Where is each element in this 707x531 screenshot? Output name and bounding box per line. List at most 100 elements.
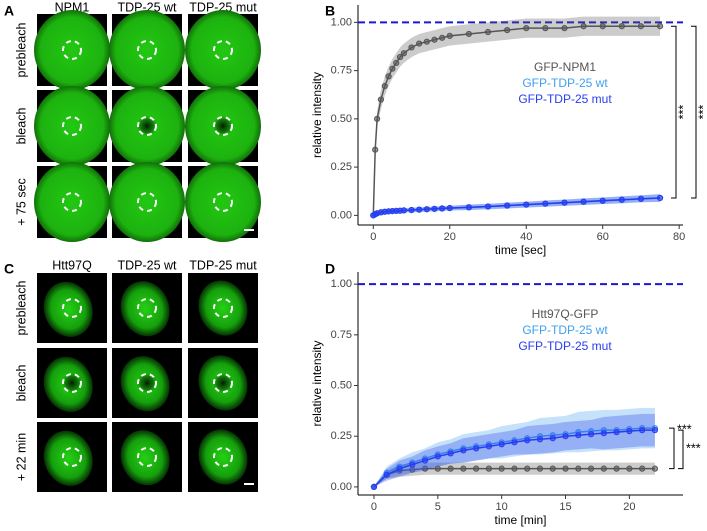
point (562, 433, 569, 440)
point (465, 30, 472, 38)
y-tick-label: 0.75 (331, 329, 352, 341)
legend-entry: GFP-NPM1 (534, 60, 596, 74)
x-axis-title: time [min] (494, 513, 546, 527)
x-tick-label: 5 (435, 501, 441, 513)
point (504, 26, 511, 34)
significance-label: *** (696, 105, 707, 120)
bleach-roi (137, 116, 157, 136)
x-tick-label: 0 (371, 501, 377, 513)
point (383, 471, 390, 478)
x-tick-label: 40 (520, 231, 532, 243)
column-label: TDP-25 wt (117, 0, 177, 14)
error-band (373, 407, 655, 487)
point (656, 23, 664, 30)
point (542, 25, 549, 32)
significance-label: *** (677, 422, 692, 436)
y-tick-label: 0.75 (331, 65, 352, 77)
y-tick-label: 0.25 (331, 430, 352, 442)
cell (198, 429, 248, 485)
legend-entry: GFP-TDP-25 mut (518, 339, 612, 353)
x-tick-label: 80 (673, 231, 685, 243)
point (396, 465, 403, 472)
point (580, 23, 587, 30)
point (393, 59, 400, 66)
point (599, 23, 606, 30)
point (575, 465, 582, 472)
y-axis-title: relative intensity (310, 340, 324, 426)
point (511, 439, 518, 446)
bleach-roi (137, 40, 157, 60)
point (626, 428, 633, 435)
y-tick-label: 1.00 (331, 278, 352, 290)
point (618, 23, 625, 30)
point (580, 198, 587, 205)
point (381, 82, 388, 90)
point (562, 465, 569, 472)
point (374, 115, 381, 122)
error-band (373, 16, 661, 216)
y-tick-label: 1.00 (331, 16, 352, 28)
nucleus (109, 162, 185, 242)
bleach-roi (213, 447, 233, 467)
y-tick-label: 0.50 (331, 113, 352, 125)
point (613, 465, 620, 472)
point (524, 437, 531, 444)
panel-letter: B (325, 3, 335, 19)
point (485, 443, 492, 450)
point (542, 200, 549, 207)
row-label: prebleach (14, 23, 28, 78)
point (587, 465, 595, 472)
bleach-roi (213, 298, 233, 318)
point (465, 204, 472, 211)
bleach-roi (137, 447, 157, 467)
point (600, 465, 607, 472)
bleach-roi (62, 373, 82, 393)
point (423, 38, 430, 45)
point (389, 65, 396, 72)
point (434, 465, 441, 472)
point (549, 465, 556, 472)
point (587, 431, 595, 438)
point (473, 465, 480, 472)
bleach-roi (213, 116, 233, 136)
nucleus (185, 10, 261, 90)
column-label: NPM1 (55, 0, 90, 14)
point (523, 25, 530, 32)
x-tick-label: 15 (559, 501, 571, 513)
point (439, 34, 446, 41)
panel-letter: A (4, 3, 14, 19)
row-label: prebleach (14, 281, 28, 336)
point (536, 436, 544, 443)
point (370, 483, 378, 490)
point (446, 32, 453, 39)
bleach-spot (212, 115, 234, 137)
bleach-roi (62, 116, 82, 136)
point (498, 465, 505, 472)
point (639, 465, 646, 472)
point (400, 50, 407, 57)
point (416, 206, 423, 213)
point (431, 36, 438, 43)
point (409, 461, 416, 468)
legend-entry: Htt97Q-GFP (532, 307, 599, 321)
point (460, 465, 467, 472)
bleach-spot (136, 372, 158, 394)
row-label: bleach (14, 365, 28, 402)
y-axis-title: relative intensity (310, 72, 324, 158)
point (434, 453, 441, 460)
point (408, 206, 415, 214)
significance-bracket (671, 25, 677, 199)
point (385, 73, 392, 80)
column-label: TDP-25 mut (189, 0, 257, 14)
point (447, 465, 454, 472)
y-tick-label: 0.25 (331, 161, 352, 173)
point (524, 465, 531, 472)
bleach-roi (62, 298, 82, 318)
point (372, 146, 379, 153)
row-label: + 75 sec (14, 178, 28, 226)
bleach-spot (136, 115, 158, 137)
x-axis-title: time [sec] (495, 243, 546, 257)
bleach-roi (62, 40, 82, 60)
significance-bracket (691, 25, 697, 199)
